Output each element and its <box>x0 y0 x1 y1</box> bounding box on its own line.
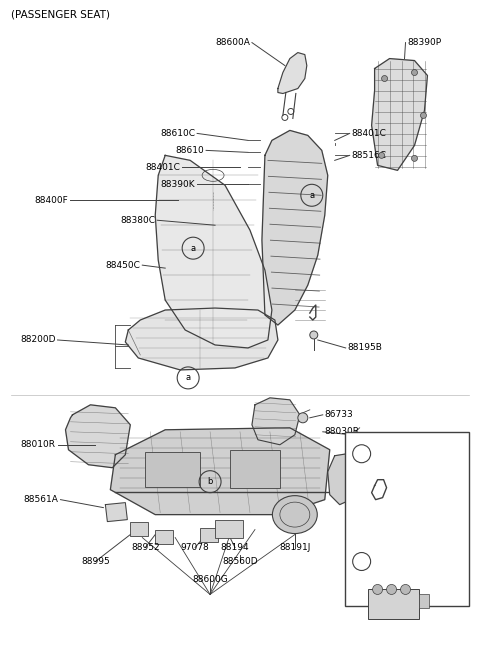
Text: b: b <box>207 477 213 486</box>
Polygon shape <box>106 503 127 522</box>
Bar <box>420 595 430 608</box>
Text: 88390K: 88390K <box>160 180 195 189</box>
Polygon shape <box>155 155 272 348</box>
Text: 88516C: 88516C <box>352 151 387 160</box>
Text: (PASSENGER SEAT): (PASSENGER SEAT) <box>11 10 109 20</box>
Circle shape <box>379 152 384 158</box>
Polygon shape <box>110 428 330 514</box>
Circle shape <box>420 112 426 118</box>
Circle shape <box>411 70 418 76</box>
Polygon shape <box>65 405 130 468</box>
Polygon shape <box>372 58 428 170</box>
Text: a: a <box>309 191 314 200</box>
Text: b: b <box>359 557 364 566</box>
Circle shape <box>411 155 418 162</box>
Text: 88995: 88995 <box>81 557 110 566</box>
Text: 86733: 86733 <box>325 411 353 419</box>
Text: 88200D: 88200D <box>20 336 56 344</box>
Text: 88600G: 88600G <box>192 575 228 584</box>
Circle shape <box>350 433 360 443</box>
Text: 88390P: 88390P <box>408 38 442 47</box>
Circle shape <box>382 76 387 81</box>
Text: 88952: 88952 <box>131 543 159 552</box>
Circle shape <box>365 457 374 466</box>
Text: 88030R: 88030R <box>325 427 360 436</box>
Text: a: a <box>186 373 191 382</box>
Text: 88380C: 88380C <box>120 215 155 225</box>
Polygon shape <box>252 398 300 445</box>
Circle shape <box>386 585 396 595</box>
Text: a: a <box>359 449 364 458</box>
Text: 88509A: 88509A <box>380 557 414 566</box>
Ellipse shape <box>273 495 317 533</box>
Bar <box>200 528 218 541</box>
Bar <box>130 522 148 535</box>
Text: 88560D: 88560D <box>222 557 258 566</box>
Text: 88401C: 88401C <box>352 129 386 138</box>
Bar <box>155 530 173 543</box>
Polygon shape <box>262 131 328 325</box>
Circle shape <box>372 585 383 595</box>
Text: 88450C: 88450C <box>106 261 140 269</box>
Text: 88627: 88627 <box>380 449 408 458</box>
Text: 86733: 86733 <box>380 450 408 459</box>
Polygon shape <box>328 452 368 505</box>
Bar <box>145 452 200 487</box>
Bar <box>215 520 243 537</box>
Text: 88400F: 88400F <box>35 196 69 205</box>
Text: 88610: 88610 <box>175 146 204 155</box>
Text: 88610C: 88610C <box>160 129 195 138</box>
Text: 88401C: 88401C <box>145 163 180 172</box>
Text: 88561A: 88561A <box>24 495 59 504</box>
Bar <box>230 450 280 487</box>
Text: 97078: 97078 <box>181 543 209 552</box>
Text: 88195B: 88195B <box>348 344 383 352</box>
Text: 88010R: 88010R <box>21 440 56 449</box>
Circle shape <box>400 585 410 595</box>
Text: a: a <box>191 244 196 253</box>
Text: 88194: 88194 <box>221 543 249 552</box>
Bar <box>368 589 420 620</box>
Polygon shape <box>278 53 307 93</box>
Circle shape <box>298 413 308 423</box>
Circle shape <box>310 331 318 339</box>
Text: 88600A: 88600A <box>215 38 250 47</box>
Text: 88191J: 88191J <box>279 543 311 552</box>
Polygon shape <box>125 308 278 370</box>
Bar <box>345 432 469 606</box>
